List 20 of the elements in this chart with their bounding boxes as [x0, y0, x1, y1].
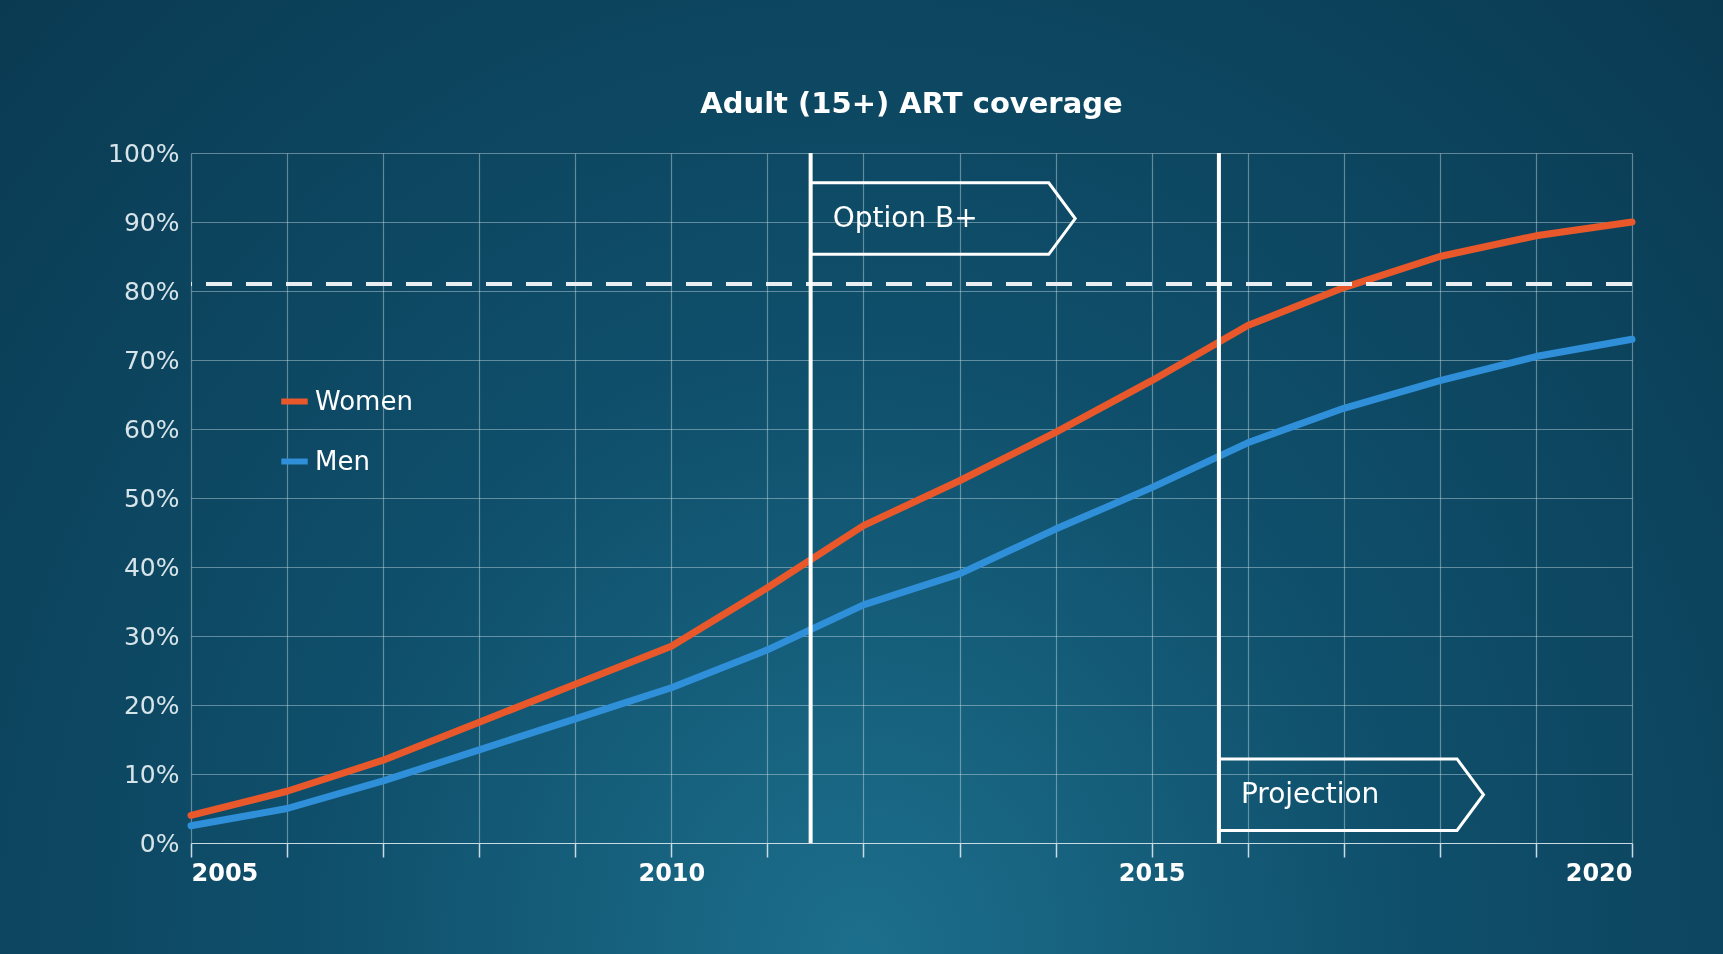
- legend-label: Women: [315, 385, 413, 416]
- x-tick-label: 2015: [1118, 858, 1186, 887]
- ref-line-label: Option B+: [832, 200, 978, 234]
- x-tick-label: 2005: [191, 858, 259, 887]
- y-tick-label: 60%: [123, 414, 180, 444]
- x-tick-label: 2010: [638, 858, 706, 887]
- y-tick-label: 100%: [108, 138, 180, 168]
- y-tick-label: 0%: [139, 828, 180, 858]
- y-tick-label: 10%: [123, 759, 180, 789]
- y-tick-label: 80%: [123, 276, 180, 306]
- y-tick-label: 50%: [123, 483, 180, 513]
- ref-line-label: Projection: [1240, 776, 1380, 810]
- y-tick-label: 20%: [123, 690, 180, 720]
- y-tick-label: 30%: [123, 621, 180, 651]
- y-tick-label: 90%: [123, 207, 180, 237]
- x-tick-label: 2020: [1565, 858, 1633, 887]
- legend-label: Men: [315, 445, 370, 476]
- y-tick-label: 40%: [123, 552, 180, 582]
- chart-title: Adult (15+) ART coverage: [700, 86, 1123, 120]
- y-tick-label: 70%: [123, 345, 180, 375]
